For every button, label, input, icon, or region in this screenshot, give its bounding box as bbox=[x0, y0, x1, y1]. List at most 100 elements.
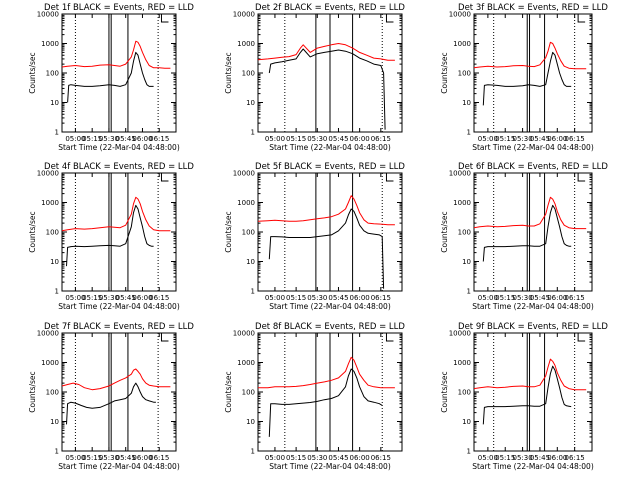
series-line-events-black bbox=[482, 365, 572, 425]
series-line-lld-red bbox=[61, 40, 171, 69]
chart-panel-6: Det 6f BLACK = Events, RED = LLD 1 10 100 10… bbox=[440, 162, 608, 311]
y-tick-label: 10000 bbox=[37, 170, 59, 178]
x-axis-label: Start Time (22-Mar-04 04:48:00) bbox=[269, 302, 391, 311]
series-line-lld-red bbox=[61, 368, 171, 391]
x-tick-label: 06:00 bbox=[547, 454, 567, 462]
y-tick-label: 1000 bbox=[453, 40, 471, 48]
series-line-events-black bbox=[482, 204, 572, 262]
plot-frame bbox=[473, 172, 593, 292]
y-axis-label: Counts/sec bbox=[28, 371, 37, 412]
series-line-events-black bbox=[66, 382, 156, 425]
x-axis-label: Start Time (22-Mar-04 04:48:00) bbox=[269, 143, 391, 152]
time-bracket-marker bbox=[160, 333, 169, 342]
y-tick-label: 1 bbox=[251, 448, 255, 456]
y-tick-label: 1 bbox=[467, 288, 471, 296]
chart-title: Det 2f BLACK = Events, RED = LLD bbox=[255, 3, 405, 13]
x-tick-label: 05:00 bbox=[65, 135, 85, 143]
series-line-lld-red bbox=[257, 195, 395, 226]
x-tick-label: 06:15 bbox=[565, 135, 585, 143]
chart-panel-7: Det 7f BLACK = Events, RED = LLD 1 10 100 10… bbox=[28, 322, 194, 471]
y-tick-label: 100 bbox=[458, 70, 471, 78]
x-tick-label: 05:30 bbox=[512, 135, 532, 143]
x-tick-label: 06:00 bbox=[132, 135, 152, 143]
chart-title: Det 6f BLACK = Events, RED = LLD bbox=[458, 162, 608, 172]
x-tick-label: 05:45 bbox=[530, 294, 550, 302]
time-bracket-marker bbox=[577, 14, 586, 23]
y-tick-label: 10 bbox=[246, 418, 255, 426]
plot-frame bbox=[473, 332, 593, 452]
x-tick-label: 05:15 bbox=[286, 294, 306, 302]
chart-panel-1: Det 1f BLACK = Events, RED = LLD 1 10 100 10… bbox=[28, 3, 194, 152]
x-tick-label: 06:00 bbox=[350, 294, 370, 302]
x-tick-label: 05:45 bbox=[328, 294, 348, 302]
x-tick-label: 05:45 bbox=[530, 135, 550, 143]
time-bracket-marker bbox=[577, 173, 586, 182]
x-tick-label: 06:15 bbox=[149, 454, 169, 462]
y-tick-label: 100 bbox=[458, 389, 471, 397]
x-tick-label: 05:30 bbox=[512, 454, 532, 462]
x-tick-label: 05:15 bbox=[82, 454, 102, 462]
x-tick-label: 05:45 bbox=[116, 294, 136, 302]
y-tick-label: 1000 bbox=[453, 359, 471, 367]
y-tick-label: 10000 bbox=[37, 11, 59, 19]
chart-panel-2: Det 2f BLACK = Events, RED = LLD 1 10 100 10… bbox=[224, 3, 405, 152]
x-tick-label: 05:15 bbox=[82, 294, 102, 302]
plot-frame bbox=[61, 332, 177, 452]
x-axis-label: Start Time (22-Mar-04 04:48:00) bbox=[472, 143, 594, 152]
y-tick-label: 10000 bbox=[233, 11, 255, 19]
y-tick-label: 10000 bbox=[233, 330, 255, 338]
x-tick-label: 05:30 bbox=[99, 454, 119, 462]
y-tick-label: 1000 bbox=[453, 199, 471, 207]
x-tick-label: 06:00 bbox=[547, 294, 567, 302]
x-tick-label: 05:45 bbox=[328, 454, 348, 462]
x-tick-label: 06:00 bbox=[547, 135, 567, 143]
y-tick-label: 10 bbox=[50, 99, 59, 107]
chart-panel-9: Det 9f BLACK = Events, RED = LLD 1 10 100 10… bbox=[440, 322, 608, 471]
series-line-events-black bbox=[268, 368, 383, 437]
y-axis-label: Counts/sec bbox=[28, 52, 37, 93]
time-bracket-marker bbox=[577, 333, 586, 342]
x-tick-label: 05:15 bbox=[495, 135, 515, 143]
y-tick-label: 1000 bbox=[237, 40, 255, 48]
y-tick-label: 1 bbox=[55, 288, 59, 296]
time-bracket-marker bbox=[385, 173, 394, 182]
y-axis-label: Counts/sec bbox=[440, 211, 449, 252]
x-tick-label: 05:15 bbox=[495, 294, 515, 302]
x-tick-label: 05:15 bbox=[286, 454, 306, 462]
x-tick-label: 06:15 bbox=[149, 135, 169, 143]
y-tick-label: 1000 bbox=[237, 199, 255, 207]
chart-title: Det 4f BLACK = Events, RED = LLD bbox=[44, 162, 194, 172]
x-axis-label: Start Time (22-Mar-04 04:48:00) bbox=[472, 302, 594, 311]
y-tick-label: 1 bbox=[55, 448, 59, 456]
x-tick-label: 06:00 bbox=[132, 454, 152, 462]
series-line-events-black bbox=[482, 51, 572, 106]
chart-title: Det 9f BLACK = Events, RED = LLD bbox=[458, 322, 608, 332]
chart-title: Det 5f BLACK = Events, RED = LLD bbox=[255, 162, 405, 172]
y-axis-label: Counts/sec bbox=[224, 52, 233, 93]
x-axis-label: Start Time (22-Mar-04 04:48:00) bbox=[58, 143, 180, 152]
chart-title: Det 3f BLACK = Events, RED = LLD bbox=[458, 3, 608, 13]
y-tick-label: 10 bbox=[462, 418, 471, 426]
x-tick-label: 05:30 bbox=[99, 135, 119, 143]
y-tick-label: 100 bbox=[242, 70, 255, 78]
x-tick-label: 06:15 bbox=[371, 454, 391, 462]
y-tick-label: 1 bbox=[251, 288, 255, 296]
y-tick-label: 100 bbox=[46, 229, 59, 237]
y-tick-label: 100 bbox=[46, 70, 59, 78]
series-line-events-black bbox=[66, 204, 154, 267]
x-axis-label: Start Time (22-Mar-04 04:48:00) bbox=[58, 462, 180, 471]
chart-title: Det 8f BLACK = Events, RED = LLD bbox=[255, 322, 405, 332]
y-axis-label: Counts/sec bbox=[224, 211, 233, 252]
x-tick-label: 06:15 bbox=[149, 294, 169, 302]
series-line-lld-red bbox=[473, 41, 587, 70]
chart-panel-5: Det 5f BLACK = Events, RED = LLD 1 10 100 10… bbox=[224, 162, 405, 311]
x-tick-label: 05:00 bbox=[478, 294, 498, 302]
x-tick-label: 06:15 bbox=[565, 454, 585, 462]
y-tick-label: 10 bbox=[50, 418, 59, 426]
x-axis-label: Start Time (22-Mar-04 04:48:00) bbox=[58, 302, 180, 311]
x-tick-label: 05:30 bbox=[307, 454, 327, 462]
x-tick-label: 06:00 bbox=[350, 135, 370, 143]
y-axis-label: Counts/sec bbox=[440, 52, 449, 93]
y-tick-label: 100 bbox=[458, 229, 471, 237]
time-bracket-marker bbox=[160, 173, 169, 182]
